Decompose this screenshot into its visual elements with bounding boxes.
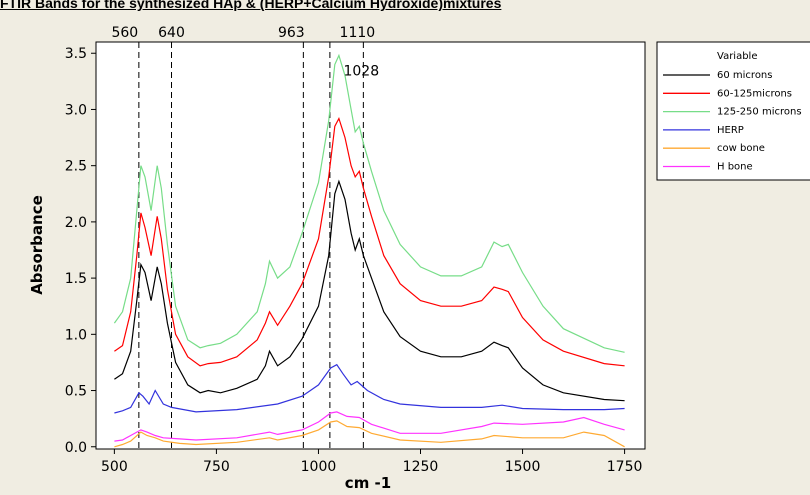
reference-label-560: 560 <box>111 25 138 41</box>
legend-label: HERP <box>717 125 744 136</box>
legend-label: 60 microns <box>717 70 772 81</box>
annotations: 1028 <box>343 64 379 80</box>
legend-title: Variable <box>717 51 758 62</box>
reference-label-640: 640 <box>158 25 185 41</box>
y-tick-label: 1.5 <box>65 271 87 287</box>
legend: Variable 60 microns 60-125microns 125-250 … <box>656 41 810 181</box>
x-tick-label: 1250 <box>403 459 439 475</box>
reference-labels: 560 640 963 1110 <box>111 25 375 41</box>
x-tick-label: 1750 <box>607 459 643 475</box>
y-tick-label: 1.0 <box>65 327 87 343</box>
chart-title: FTIR Bands for the synthesized HAp & (HE… <box>0 0 502 11</box>
x-axis-label: cm -1 <box>345 474 391 492</box>
plot-background <box>95 41 646 450</box>
x-tick-label: 1500 <box>505 459 541 475</box>
reference-label-1110: 1110 <box>340 25 376 41</box>
x-tick-label: 750 <box>203 459 230 475</box>
annotation-label: 1028 <box>343 64 379 80</box>
y-tick-label: 3.0 <box>65 102 87 118</box>
series-line-60-125microns <box>114 116 625 367</box>
y-tick-label: 2.0 <box>65 215 87 231</box>
series-line-herp <box>114 363 625 414</box>
series-line-60-microns <box>114 179 625 402</box>
x-tick-label: 1000 <box>301 459 337 475</box>
legend-label: H bone <box>717 162 753 173</box>
series-line-cow-bone <box>114 420 625 448</box>
y-axis-label: Absorbance <box>28 195 46 295</box>
legend-label: 125-250 microns <box>717 107 802 118</box>
legend-label: cow bone <box>717 143 765 154</box>
series-line-125-250-microns <box>113 53 625 353</box>
reference-label-963: 963 <box>278 25 305 41</box>
y-axis: 0.0 0.5 1.0 1.5 2.0 2.5 3.0 3.5 <box>65 46 96 456</box>
y-tick-label: 0.0 <box>65 440 87 456</box>
y-tick-label: 0.5 <box>65 384 87 400</box>
legend-label: 60-125microns <box>717 88 792 99</box>
x-axis: 500 750 1000 1250 1500 1750 <box>101 449 642 475</box>
series-line-h-bone <box>114 411 625 442</box>
y-tick-label: 2.5 <box>65 159 87 175</box>
y-tick-label: 3.5 <box>65 46 87 62</box>
x-tick-label: 500 <box>101 459 128 475</box>
legend-items: 60 microns 60-125microns 125-250 microns HE… <box>663 70 802 173</box>
series-layer <box>113 53 625 448</box>
